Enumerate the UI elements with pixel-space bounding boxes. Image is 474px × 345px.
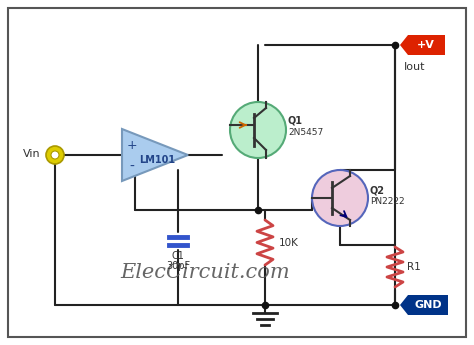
Text: LM101: LM101 (139, 155, 175, 165)
Text: C1: C1 (172, 251, 184, 261)
Text: +V: +V (417, 40, 435, 50)
Text: +: + (127, 138, 137, 151)
FancyBboxPatch shape (8, 8, 466, 337)
Text: Q1: Q1 (288, 115, 303, 125)
Text: GND: GND (414, 300, 442, 310)
Text: R1: R1 (407, 262, 421, 272)
Text: PN2222: PN2222 (370, 197, 405, 206)
Text: 30pF: 30pF (166, 261, 190, 271)
Polygon shape (122, 129, 188, 181)
Text: Iout: Iout (404, 62, 426, 72)
Text: Vin: Vin (23, 149, 41, 159)
Circle shape (312, 170, 368, 226)
Text: 10K: 10K (279, 237, 299, 247)
Text: ElecCircuit.com: ElecCircuit.com (120, 263, 290, 282)
Circle shape (51, 151, 59, 159)
Polygon shape (400, 295, 448, 315)
Circle shape (230, 102, 286, 158)
Text: -: - (129, 160, 135, 174)
Text: Q2: Q2 (370, 185, 385, 195)
Polygon shape (400, 35, 445, 55)
Circle shape (46, 146, 64, 164)
Text: 2N5457: 2N5457 (288, 128, 323, 137)
